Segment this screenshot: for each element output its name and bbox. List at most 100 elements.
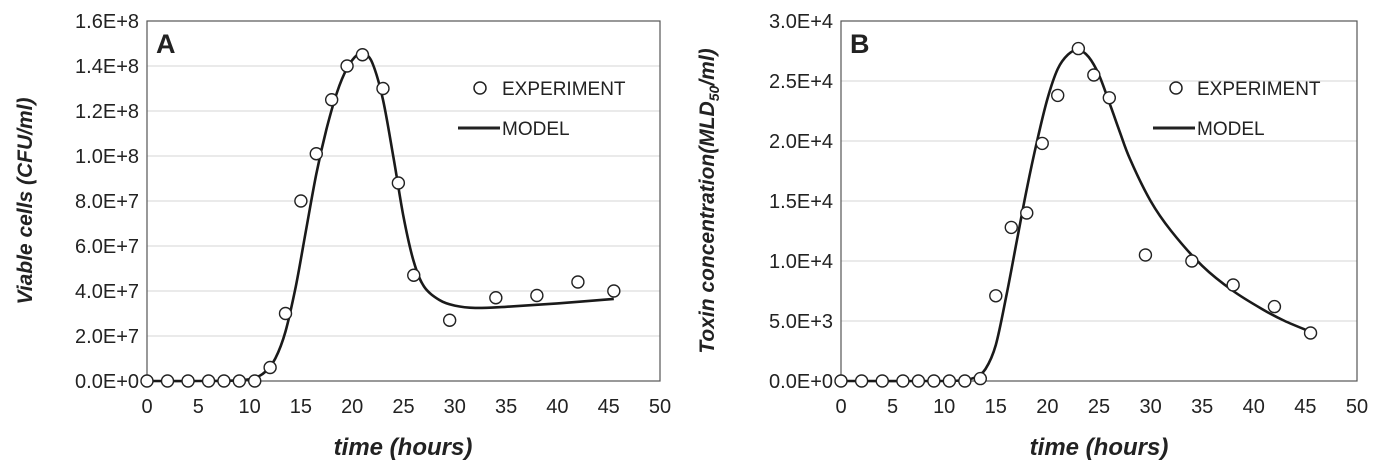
panel-b-x-axis-label: time (hours): [1030, 434, 1169, 461]
panel-b-experiment-point: [1102, 91, 1117, 105]
panel-a-experiment-point: [407, 268, 421, 282]
panel-b-x-tick-label: 5: [887, 396, 898, 418]
panel-b-y-tick-label: 3.0E+4: [769, 11, 833, 33]
panel-b-x-tick-label: 50: [1346, 396, 1368, 418]
panel-b-experiment-point: [1087, 68, 1101, 82]
panel-a-x-tick-label: 45: [598, 396, 620, 418]
panel-b-experiment-point: [854, 374, 869, 388]
panel-a-y-tick-label: 4.0E+7: [75, 281, 139, 303]
panel-b-y-tick-label: 0.0E+0: [769, 371, 833, 393]
panel-b-experiment-point: [973, 371, 988, 386]
panel-a-x-tick-label: 10: [238, 396, 260, 418]
panel-a-x-tick-label: 20: [341, 396, 363, 418]
panel-a-x-tick-label: 15: [290, 396, 312, 418]
panel-b-y-axis-label-subscript: 50: [706, 85, 722, 101]
panel-b-experiment-point: [1138, 248, 1153, 262]
panel-b-experiment-point: [1071, 41, 1086, 56]
panel-b-x-tick-label: 15: [985, 396, 1007, 418]
panel-a-label: A: [156, 29, 176, 59]
panel-a-y-tick-label: 1.6E+8: [75, 11, 139, 33]
panel-a-y-tick-label: 1.4E+8: [75, 56, 139, 78]
panel-b-experiment-point: [911, 374, 926, 388]
panel-b: B time (hours) Toxin concentration(MLD50…: [696, 11, 1368, 461]
panel-b-x-tick-label: 25: [1088, 396, 1110, 418]
panel-b-experiment-point: [834, 374, 848, 388]
panel-a-y-tick-label: 1.0E+8: [75, 146, 139, 168]
panel-a-experiment-point: [201, 374, 216, 388]
panel-a-experiment-point: [489, 291, 503, 305]
panel-a-y-tick-label: 8.0E+7: [75, 191, 139, 213]
panel-a-experiment-point: [140, 374, 154, 388]
panel-a-experiment-point: [217, 374, 231, 388]
panel-a-experiment-point: [340, 59, 354, 73]
panel-b-x-tick-label: 30: [1139, 396, 1161, 418]
panel-a-model-line: [146, 51, 614, 383]
panel-a-y-tick-label: 1.2E+8: [75, 101, 139, 123]
panel-a-experiment-point: [391, 176, 406, 190]
panel-b-x-tick-label: 20: [1036, 396, 1058, 418]
panel-b-label: B: [850, 29, 870, 59]
panel-b-experiment-point: [1051, 88, 1065, 103]
panel-a-x-tick-label: 35: [495, 396, 517, 418]
panel-a-experiment-point: [442, 313, 457, 327]
panel-a-experiment-point: [294, 194, 308, 208]
panel-b-y-tick-label: 1.0E+4: [769, 251, 833, 273]
panel-b-legend-experiment-marker: [1169, 81, 1183, 95]
panel-b-y-axis-label: Toxin concentration(MLD50/ml): [696, 48, 722, 353]
panel-b-x-tick-label: 10: [933, 396, 955, 418]
panel-b-x-tick-label: 45: [1294, 396, 1316, 418]
panel-b-experiment-point: [1185, 254, 1199, 268]
panel-b-y-tick-label: 1.5E+4: [769, 191, 833, 213]
panel-a-experiment-point: [571, 275, 585, 289]
panel-a-experiment-point: [376, 81, 390, 96]
panel-b-experiment-point: [875, 374, 889, 388]
panel-b-experiment-point: [942, 374, 957, 388]
panel-a-plot-frame: [146, 20, 661, 382]
panel-a-y-tick-label: 6.0E+7: [75, 236, 139, 258]
panel-b-plot-frame: [840, 20, 1358, 382]
panel-a-x-tick-label: 25: [392, 396, 414, 418]
panel-b-experiment-point: [1226, 278, 1240, 292]
panel-a-legend-experiment-label: EXPERIMENT: [502, 79, 626, 100]
panel-a-x-tick-label: 0: [141, 396, 152, 418]
panel-b-x-tick-label: 0: [835, 396, 846, 418]
panel-a-experiment-point: [248, 374, 262, 388]
panel-a-experiment-point: [160, 374, 175, 388]
panel-a-experiment-point: [309, 147, 323, 161]
panel-a-experiment-point: [278, 306, 293, 321]
panel-a-experiment-point: [324, 93, 339, 107]
panel-b-x-tick-label: 35: [1191, 396, 1213, 418]
panel-a-x-tick-label: 30: [444, 396, 466, 418]
panel-b-experiment-point: [1020, 206, 1034, 220]
panel-a-y-tick-label: 2.0E+7: [75, 326, 139, 348]
panel-a-experiment-point: [232, 374, 247, 388]
panel-b-experiment-point: [989, 289, 1003, 303]
panel-b-experiment-point: [958, 374, 972, 388]
panel-b-experiment-point: [1267, 299, 1282, 314]
panel-a-experiment-point: [263, 360, 277, 375]
panel-b-y-tick-label: 2.0E+4: [769, 131, 833, 153]
panel-b-experiment-point: [927, 374, 941, 388]
panel-a-x-tick-label: 5: [193, 396, 204, 418]
panel-a-x-axis-label: time (hours): [334, 434, 473, 461]
panel-a-y-axis-label: Viable cells (CFU/ml): [14, 98, 37, 305]
panel-b-legend-experiment-label: EXPERIMENT: [1197, 79, 1321, 100]
panel-a-experiment-point: [355, 48, 370, 62]
panel-a-x-tick-label: 40: [546, 396, 568, 418]
panel-b-experiment-point: [1004, 220, 1018, 235]
panel-b-x-tick-label: 40: [1243, 396, 1265, 418]
panel-a-x-tick-label: 50: [649, 396, 671, 418]
panel-b-y-axis-label-main: Toxin concentration(MLD: [696, 101, 719, 353]
panel-a-legend-model-label: MODEL: [502, 119, 570, 140]
panel-b-experiment-point: [896, 374, 910, 388]
panel-a-experiment-point: [607, 284, 621, 298]
panel-b-experiment-point: [1303, 326, 1318, 340]
panel-a: A time (hours) Viable cells (CFU/ml) EXP…: [14, 11, 671, 461]
panel-b-legend-model-label: MODEL: [1197, 119, 1265, 140]
panel-a-experiment-point: [181, 374, 195, 388]
panel-a-legend-experiment-marker: [473, 81, 487, 95]
panel-a-y-tick-label: 0.0E+0: [75, 371, 139, 393]
panel-b-experiment-point: [1035, 136, 1049, 151]
panel-b-y-tick-label: 2.5E+4: [769, 71, 833, 93]
